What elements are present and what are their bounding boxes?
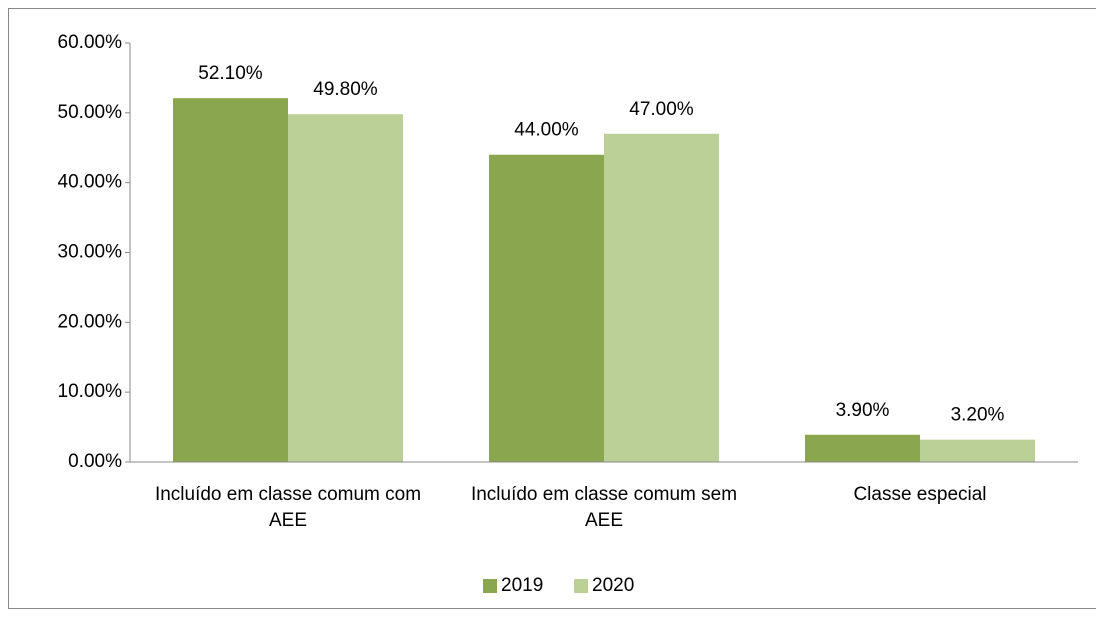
data-label: 47.00% [629,99,694,120]
data-label: 3.90% [836,400,890,421]
bar [489,154,604,462]
legend-label: 2020 [592,575,634,596]
y-tick-label: 50.00% [58,102,123,123]
y-tick-label: 40.00% [58,172,123,193]
bar [805,434,920,462]
data-label: 52.10% [198,63,263,84]
chart-border [8,8,1096,609]
bar [604,133,719,463]
legend-swatch [483,579,497,593]
legend-swatch [574,579,588,593]
x-tick-label: Incluído em classe comum com AEE [154,484,422,531]
y-tick-label: 60.00% [58,32,123,53]
data-label: 3.20% [951,405,1005,426]
bar [173,98,288,462]
bar [920,439,1035,462]
legend-label: 2019 [501,575,543,596]
y-tick-label: 30.00% [58,242,123,263]
bar [288,114,403,462]
y-tick-label: 20.00% [58,311,123,332]
y-tick-label: 10.00% [58,381,123,402]
x-tick-label: Incluído em classe comum sem AEE [470,484,738,531]
x-tick-label: Classe especial [853,484,987,505]
y-tick-label: 0.00% [68,451,122,472]
data-label: 44.00% [514,120,579,141]
data-label: 49.80% [313,79,378,100]
